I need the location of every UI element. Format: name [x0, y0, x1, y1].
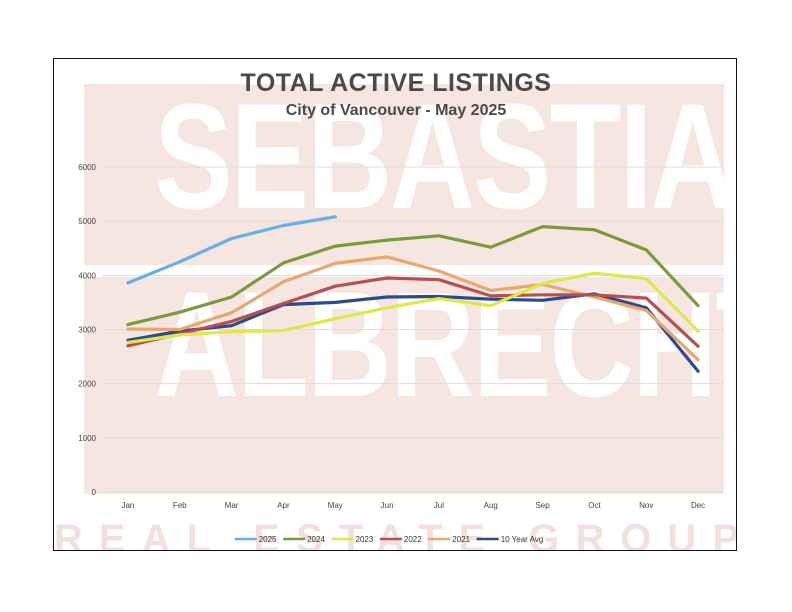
y-tick-label: 6000 — [78, 163, 96, 172]
legend-label: 2023 — [356, 535, 374, 544]
series-line — [126, 215, 337, 285]
y-tick-label: 0 — [92, 488, 97, 497]
legend-label: 2025 — [259, 535, 277, 544]
x-tick-label: Oct — [588, 501, 601, 510]
y-tick-label: 3000 — [78, 326, 96, 335]
x-tick-label: May — [328, 501, 343, 510]
y-tick-label: 4000 — [78, 271, 96, 280]
legend-label: 2021 — [452, 535, 470, 544]
y-axis-ticks: 0 1000 2000 3000 4000 5000 6000 — [78, 163, 96, 497]
chart-frame: SEBASTIAN ALBRECHT REAL ESTATE GROUP TOT… — [53, 58, 737, 551]
x-tick-label: Jul — [434, 501, 444, 510]
y-tick-label: 1000 — [78, 434, 96, 443]
chart-subtitle: City of Vancouver - May 2025 — [285, 102, 507, 119]
x-tick-label: Sep — [535, 501, 550, 510]
x-tick-label: Mar — [225, 501, 239, 510]
series-line — [126, 225, 700, 327]
series-line — [126, 255, 700, 362]
x-tick-label: Jan — [121, 501, 134, 510]
watermark-line-3: REAL ESTATE GROUP — [54, 517, 737, 551]
legend-label: 10 Year Avg — [501, 535, 544, 544]
x-tick-label: Dec — [691, 501, 705, 510]
x-axis-ticks: Jan Feb Mar Apr May Jun Jul Aug Sep Oct Nov Dec — [121, 501, 705, 510]
y-tick-label: 2000 — [78, 380, 96, 389]
x-tick-label: Feb — [173, 501, 187, 510]
watermark-line-1: SEBASTIAN — [154, 72, 736, 240]
legend-label: 2024 — [307, 535, 325, 544]
watermark-line-2: ALBRECHT — [154, 260, 737, 428]
x-tick-label: Aug — [484, 501, 498, 510]
series-line — [126, 276, 700, 348]
series-line — [126, 271, 700, 345]
line-chart: 0 1000 2000 3000 4000 5000 6000 Jan Feb Mar Apr Ma… — [78, 163, 724, 544]
watermark-band — [54, 265, 736, 277]
series-lines — [126, 215, 700, 373]
watermark-background — [84, 84, 724, 494]
x-tick-label: Jun — [381, 501, 394, 510]
legend: 2025 2024 2023 2022 2021 10 Year Avg — [234, 535, 544, 544]
legend-label: 2022 — [404, 535, 422, 544]
chart-title: TOTAL ACTIVE LISTINGS — [240, 69, 552, 97]
y-tick-label: 5000 — [78, 217, 96, 226]
x-tick-label: Apr — [277, 501, 290, 510]
x-tick-label: Nov — [639, 501, 653, 510]
